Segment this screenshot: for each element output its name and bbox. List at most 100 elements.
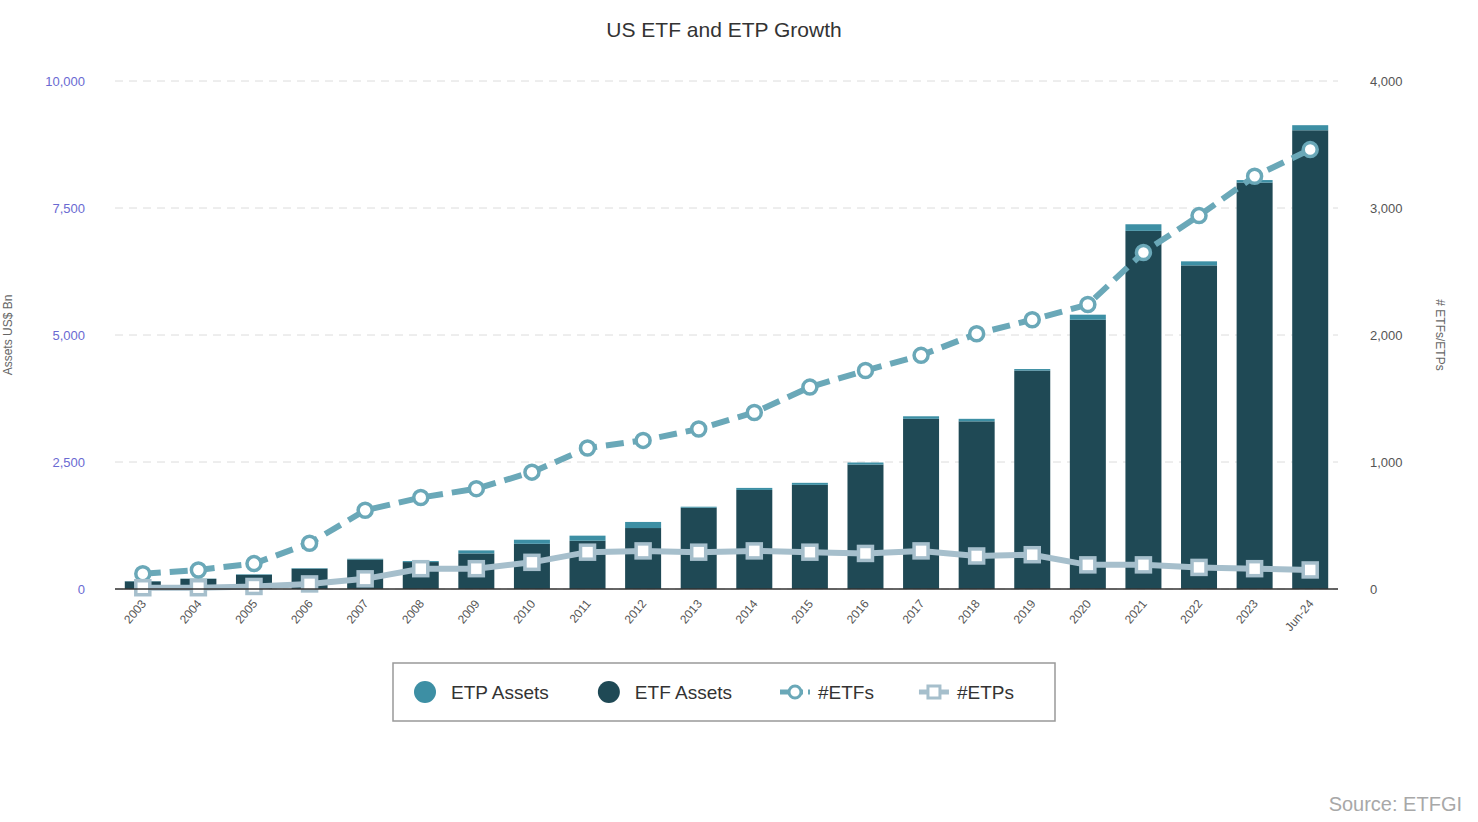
bar (847, 463, 883, 465)
marker (858, 364, 872, 378)
marker (1025, 313, 1039, 327)
legend-label: #ETPs (957, 682, 1014, 703)
bar (570, 541, 606, 589)
marker (1081, 558, 1095, 572)
marker (1136, 245, 1150, 259)
y-tick-label: 0 (78, 582, 85, 597)
y-tick-label: 7,500 (52, 201, 85, 216)
y2-tick-label: 1,000 (1370, 455, 1403, 470)
bar (570, 536, 606, 541)
x-tick-label: 2019 (1011, 597, 1039, 627)
marker (692, 545, 706, 559)
baseline (115, 588, 1338, 590)
legend-marker (789, 686, 801, 698)
grid-line (115, 589, 1338, 590)
marker (247, 579, 261, 593)
marker (525, 555, 539, 569)
marker (414, 562, 428, 576)
legend: ETP AssetsETF Assets#ETFs#ETPs (393, 663, 1055, 721)
bar (625, 522, 661, 528)
legend-swatch (598, 681, 620, 703)
marker (636, 433, 650, 447)
bar (1181, 265, 1217, 589)
marker (247, 557, 261, 571)
y2-tick-label: 4,000 (1370, 74, 1403, 89)
x-tick-label: Jun-24 (1282, 597, 1317, 634)
x-tick-label: 2008 (399, 597, 427, 627)
marker (358, 503, 372, 517)
bar (1125, 224, 1161, 231)
bar (736, 488, 772, 490)
bar (959, 419, 995, 422)
marker (1303, 563, 1317, 577)
bar (1125, 231, 1161, 589)
bar (1237, 183, 1273, 589)
x-tick-label: 2020 (1066, 597, 1094, 627)
x-tick-label: 2012 (622, 597, 650, 627)
marker (747, 405, 761, 419)
marker (525, 465, 539, 479)
grid-line (115, 81, 1338, 82)
marker (692, 422, 706, 436)
marker (1192, 560, 1206, 574)
x-tick-label: 2003 (121, 597, 149, 627)
marker (358, 572, 372, 586)
x-tick-label: 2023 (1233, 597, 1261, 627)
bar (903, 419, 939, 589)
marker (1248, 562, 1262, 576)
bar (736, 490, 772, 589)
bar (847, 465, 883, 589)
bar (1070, 320, 1106, 589)
y-tick-label: 2,500 (52, 455, 85, 470)
bar (514, 540, 550, 544)
plot-area (125, 125, 1328, 595)
marker (636, 544, 650, 558)
chart: US ETF and ETP Growth02,5005,0007,50010,… (0, 0, 1478, 822)
x-tick-label: 2010 (510, 597, 538, 627)
x-tick-label: 2016 (844, 597, 872, 627)
bar (792, 483, 828, 485)
x-tick-label: 2022 (1177, 597, 1205, 627)
marker (136, 567, 150, 581)
marker (303, 536, 317, 550)
bar (959, 421, 995, 589)
marker (414, 491, 428, 505)
bar (1070, 315, 1106, 320)
marker (747, 544, 761, 558)
y-axis-title: Assets US$ Bn (1, 295, 15, 376)
marker (914, 544, 928, 558)
marker (1248, 169, 1262, 183)
legend-circle (789, 686, 801, 698)
y2-tick-label: 0 (1370, 582, 1377, 597)
legend-label: ETF Assets (635, 682, 732, 703)
marker (136, 581, 150, 595)
x-tick-label: 2017 (899, 597, 927, 627)
legend-label: #ETFs (818, 682, 874, 703)
bar (1181, 261, 1217, 265)
x-tick-label: 2018 (955, 597, 983, 627)
legend-swatch (414, 681, 436, 703)
bar (458, 550, 494, 553)
marker (1192, 209, 1206, 223)
x-tick-label: 2013 (677, 597, 705, 627)
marker (191, 563, 205, 577)
marker (581, 545, 595, 559)
bar (792, 485, 828, 589)
x-tick-label: 2005 (232, 597, 260, 627)
marker (469, 482, 483, 496)
bar (903, 416, 939, 419)
marker (803, 545, 817, 559)
y2-axis-title: # ETFs/ETPs (1433, 299, 1447, 370)
bar (1292, 125, 1328, 130)
legend-box (393, 663, 1055, 721)
marker (191, 581, 205, 595)
marker (803, 380, 817, 394)
marker (1025, 548, 1039, 562)
legend-square (928, 686, 940, 698)
marker (1136, 558, 1150, 572)
y-tick-label: 5,000 (52, 328, 85, 343)
bar (292, 568, 328, 570)
marker (1081, 298, 1095, 312)
bar (1014, 369, 1050, 371)
marker (858, 546, 872, 560)
